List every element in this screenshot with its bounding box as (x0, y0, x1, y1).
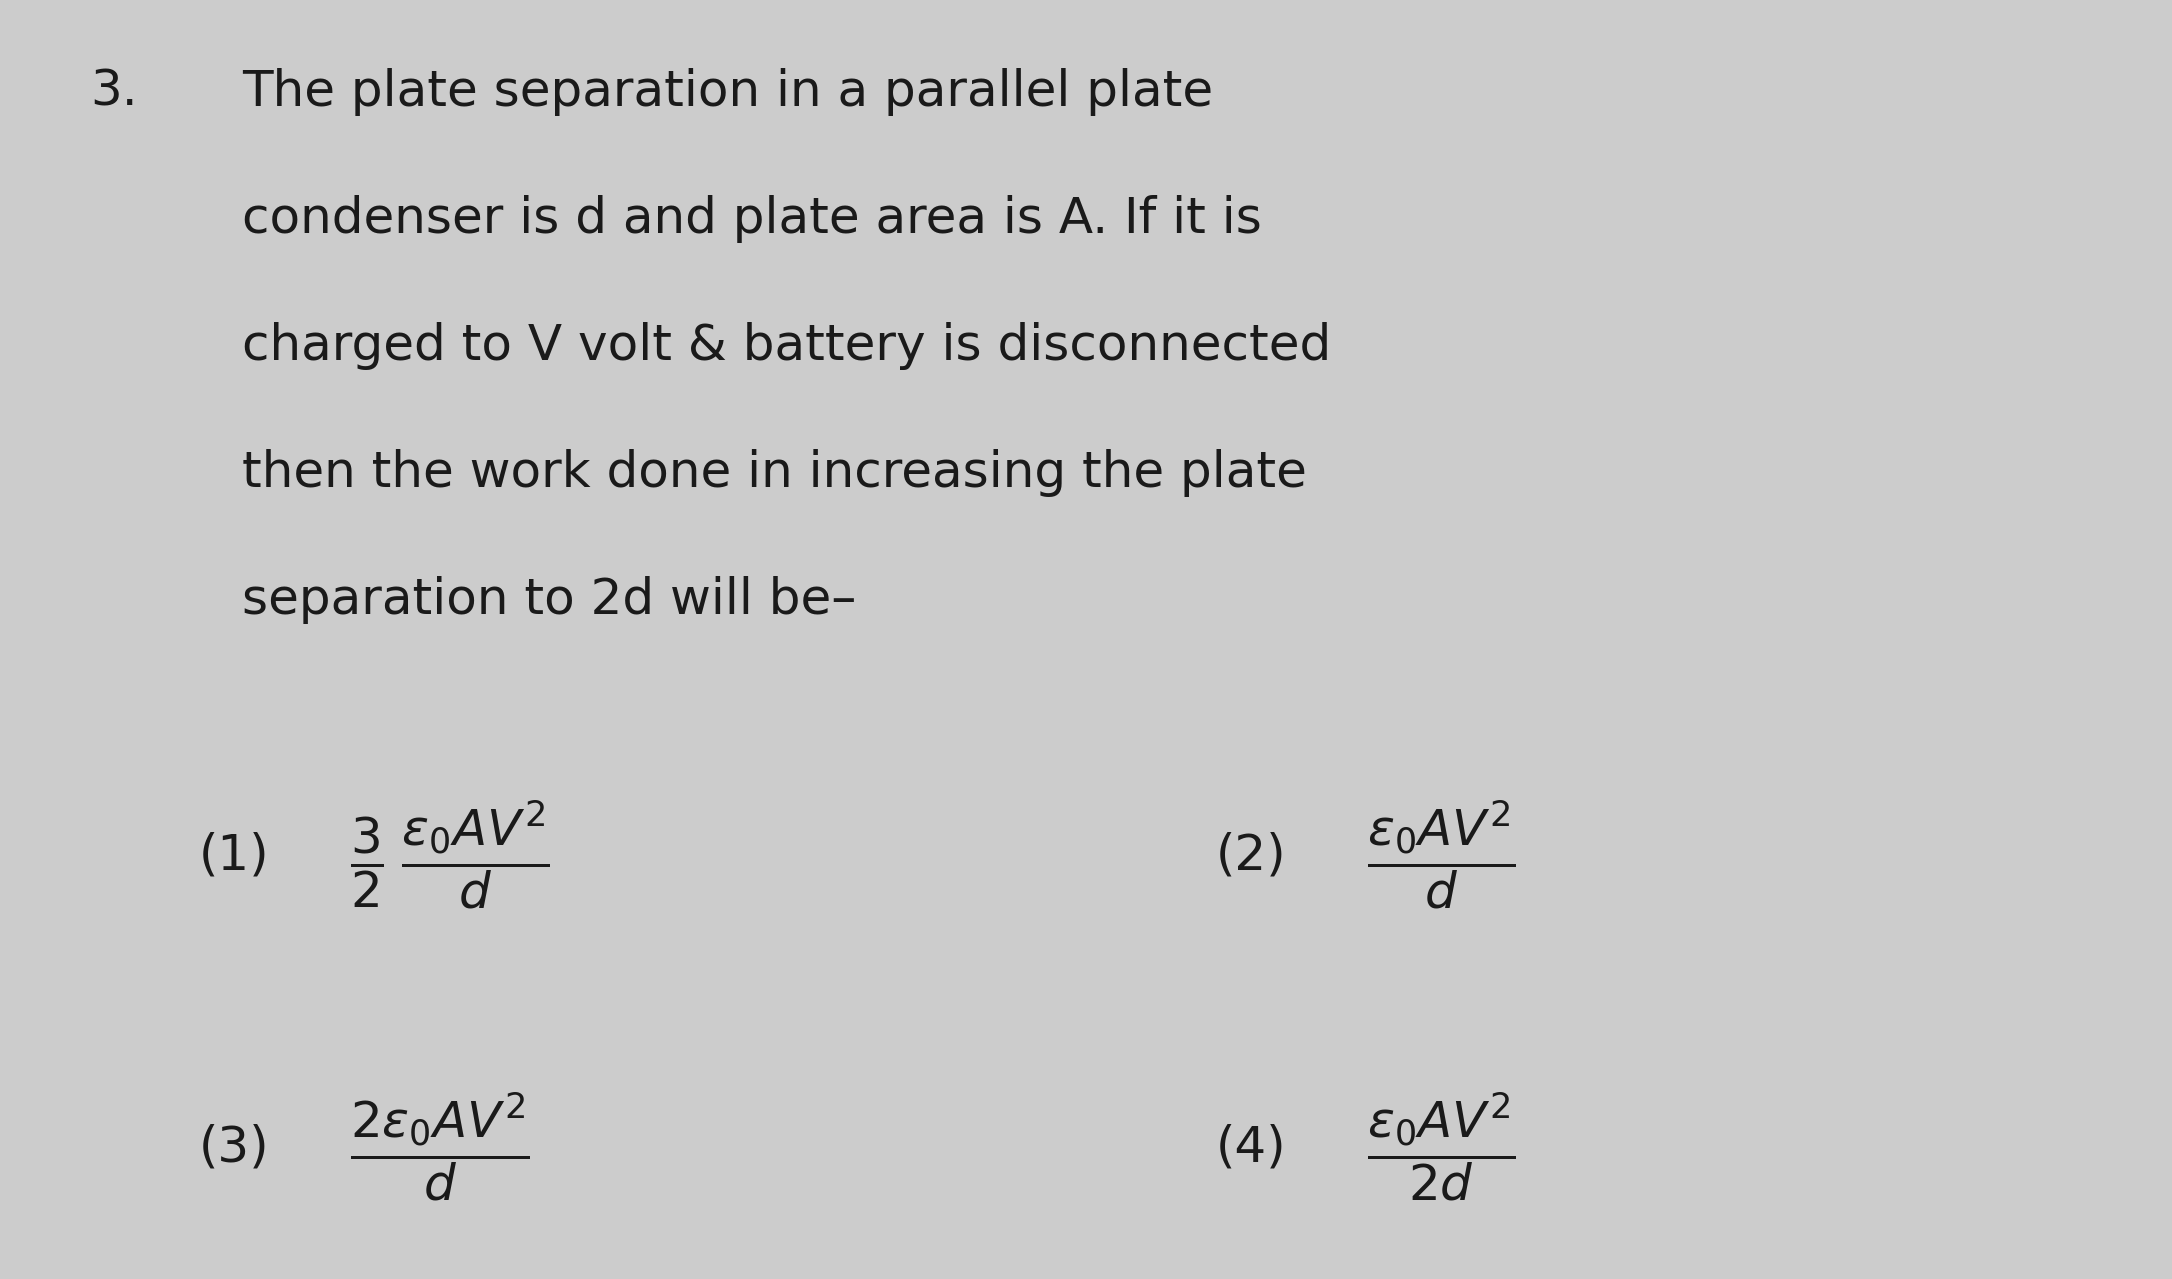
Text: 3.: 3. (91, 68, 139, 115)
Text: (4): (4) (1216, 1124, 1286, 1172)
Text: condenser is d and plate area is A. If it is: condenser is d and plate area is A. If i… (241, 194, 1262, 243)
Text: (1): (1) (200, 831, 269, 880)
Text: separation to 2d will be–: separation to 2d will be– (241, 576, 856, 624)
Text: The plate separation in a parallel plate: The plate separation in a parallel plate (241, 68, 1214, 115)
Text: $\dfrac{2\varepsilon_0 AV^2}{d}$: $\dfrac{2\varepsilon_0 AV^2}{d}$ (350, 1092, 530, 1204)
Text: (3): (3) (200, 1124, 269, 1172)
Text: charged to V volt & battery is disconnected: charged to V volt & battery is disconnec… (241, 322, 1331, 370)
Text: (2): (2) (1216, 831, 1286, 880)
Text: then the work done in increasing the plate: then the work done in increasing the pla… (241, 449, 1308, 498)
Text: $\dfrac{\varepsilon_0 AV^2}{2d}$: $\dfrac{\varepsilon_0 AV^2}{2d}$ (1368, 1092, 1516, 1204)
Text: $\dfrac{\varepsilon_0 AV^2}{d}$: $\dfrac{\varepsilon_0 AV^2}{d}$ (1368, 799, 1516, 911)
Text: $\dfrac{3}{2}\;\dfrac{\varepsilon_0 AV^2}{d}$: $\dfrac{3}{2}\;\dfrac{\varepsilon_0 AV^2… (350, 799, 550, 911)
